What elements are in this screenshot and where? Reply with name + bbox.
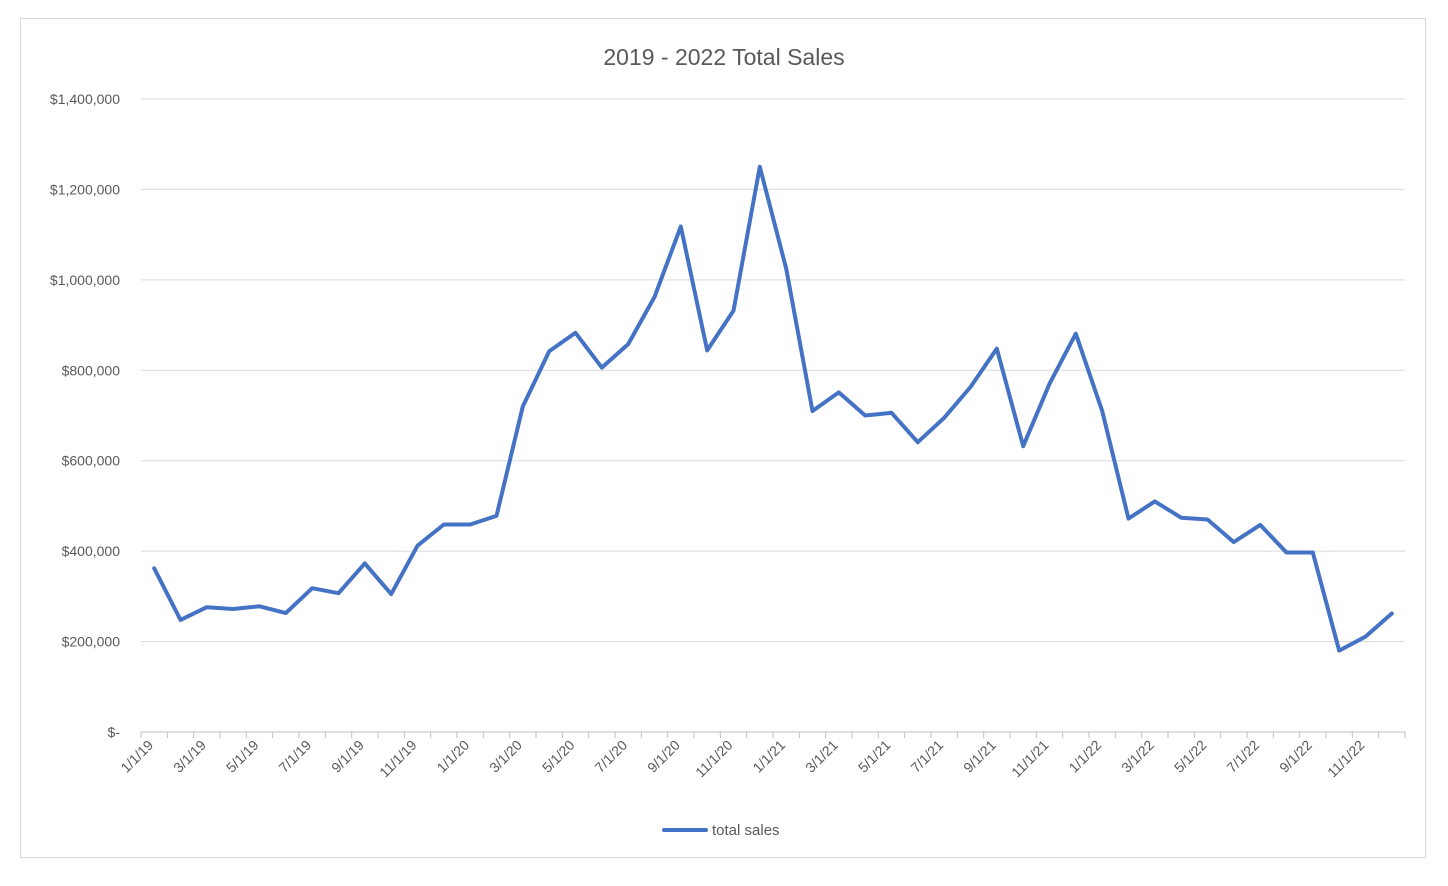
data-point — [1048, 382, 1052, 386]
x-tick-label: 3/1/22 — [1118, 737, 1157, 776]
data-point — [1364, 635, 1368, 639]
data-point — [758, 165, 762, 169]
data-point — [1153, 499, 1157, 503]
data-point — [231, 607, 235, 611]
x-tick-label: 7/1/19 — [275, 737, 314, 776]
y-tick-label: $- — [108, 724, 121, 740]
data-point — [258, 604, 262, 608]
legend: total sales — [662, 822, 780, 839]
data-point — [942, 416, 946, 420]
x-tick-label: 11/1/19 — [376, 737, 420, 781]
data-point — [1232, 540, 1236, 544]
x-tick-label: 7/1/21 — [907, 737, 946, 776]
x-tick-label: 5/1/20 — [539, 737, 578, 776]
chart-title: 2019 - 2022 Total Sales — [603, 44, 844, 70]
data-point — [653, 295, 657, 299]
data-point — [442, 522, 446, 526]
x-tick-label: 5/1/22 — [1171, 737, 1210, 776]
y-tick-label: $600,000 — [62, 453, 121, 469]
x-tick-label: 9/1/19 — [328, 737, 367, 776]
x-tick-label: 1/1/19 — [117, 737, 156, 776]
y-tick-label: $400,000 — [62, 543, 121, 559]
data-point — [995, 347, 999, 351]
data-point — [969, 385, 973, 389]
data-point — [389, 592, 393, 596]
data-point — [1074, 332, 1078, 336]
data-point — [363, 561, 367, 565]
data-point — [284, 611, 288, 615]
data-point — [495, 514, 499, 518]
legend-label: total sales — [712, 822, 780, 839]
data-point — [679, 225, 683, 229]
x-tick-label: 1/1/21 — [749, 737, 788, 776]
data-point — [890, 411, 894, 415]
data-point — [1285, 550, 1289, 554]
y-axis-ticks: $- $200,000 $400,000 $600,000 $800,000 $1,000… — [50, 91, 120, 740]
x-tick-label: 5/1/21 — [855, 737, 894, 776]
y-tick-label: $1,400,000 — [50, 91, 120, 107]
data-point — [310, 586, 314, 590]
data-point — [152, 566, 156, 570]
data-point — [1206, 517, 1210, 521]
data-point — [574, 331, 578, 335]
data-point — [547, 349, 551, 353]
x-tick-label: 5/1/19 — [223, 737, 262, 776]
data-point — [1311, 550, 1315, 554]
series-group — [152, 164, 1394, 653]
data-point — [1258, 523, 1262, 527]
x-tick-label: 7/1/20 — [591, 737, 630, 776]
x-tick-label: 11/1/22 — [1324, 737, 1368, 781]
data-point — [468, 522, 472, 526]
data-point — [205, 605, 209, 609]
x-tick-label: 11/1/20 — [692, 737, 736, 781]
y-tick-label: $1,200,000 — [50, 181, 120, 197]
x-axis: 1/1/19 3/1/19 5/1/19 7/1/19 9/1/19 11/1/19 1/1… — [117, 731, 1406, 781]
x-tick-label: 9/1/20 — [644, 737, 683, 776]
x-tick-label: 7/1/22 — [1223, 737, 1262, 776]
data-point — [179, 618, 183, 622]
data-point — [337, 591, 341, 595]
data-point — [732, 309, 736, 313]
y-tick-label: $200,000 — [62, 634, 121, 650]
data-point — [1179, 516, 1183, 520]
y-tick-label: $800,000 — [62, 362, 121, 378]
x-tick-label: 1/1/20 — [433, 737, 472, 776]
x-tick-label: 9/1/21 — [960, 737, 999, 776]
data-point — [837, 390, 841, 394]
data-point — [416, 544, 420, 548]
x-tick-label: 1/1/22 — [1065, 737, 1104, 776]
x-tick-label: 3/1/21 — [802, 737, 841, 776]
data-point — [1127, 517, 1131, 521]
chart-frame — [20, 18, 1426, 858]
series-line-total-sales — [152, 164, 1394, 653]
data-point — [811, 409, 815, 413]
data-point — [916, 440, 920, 444]
data-point — [863, 414, 867, 418]
data-point — [1390, 612, 1394, 616]
data-point — [1100, 409, 1104, 413]
data-point — [705, 348, 709, 352]
x-tick-label: 3/1/19 — [170, 737, 209, 776]
data-point — [1021, 444, 1025, 448]
data-point — [626, 342, 630, 346]
y-tick-label: $1,000,000 — [50, 272, 120, 288]
x-tick-label: 9/1/22 — [1276, 737, 1315, 776]
data-point — [784, 267, 788, 271]
x-tick-label: 3/1/20 — [486, 737, 525, 776]
x-tick-label: 11/1/21 — [1008, 737, 1052, 781]
data-point — [1337, 649, 1341, 653]
grid-lines — [141, 98, 1405, 643]
data-point — [600, 366, 604, 370]
data-point — [521, 404, 525, 408]
